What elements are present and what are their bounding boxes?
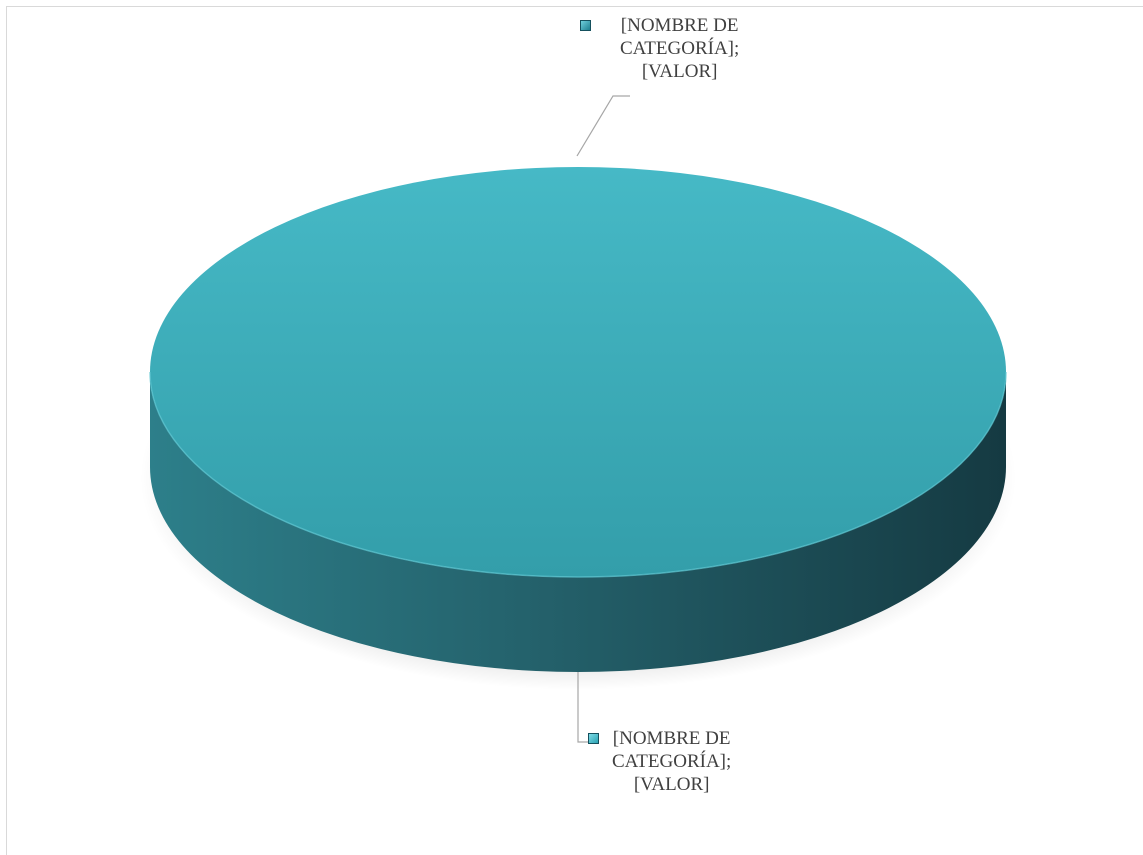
data-label-line: [NOMBRE DE [588,727,731,750]
pie-slice-top-face [150,167,1006,577]
value-text: [VALOR] [641,61,718,82]
leader-line-top [576,95,630,157]
legend-marker-square [580,20,591,31]
category-name-text: [NOMBRE DE [620,15,739,36]
pie-side-wall [150,372,1006,672]
data-label-top: [NOMBRE DE CATEGORÍA]; [VALOR] [580,14,740,83]
leader-line-bottom [577,672,590,743]
legend-marker-square [588,733,599,744]
category-name-text: CATEGORÍA]; [612,751,732,772]
category-name-text: [NOMBRE DE [612,728,731,749]
pie-rim-highlight [149,371,1007,578]
data-label-line: [NOMBRE DE [580,14,739,37]
category-name-text: CATEGORÍA]; [620,38,740,59]
value-text: [VALOR] [633,774,710,795]
data-label-bottom: [NOMBRE DE CATEGORÍA]; [VALOR] [588,727,732,796]
